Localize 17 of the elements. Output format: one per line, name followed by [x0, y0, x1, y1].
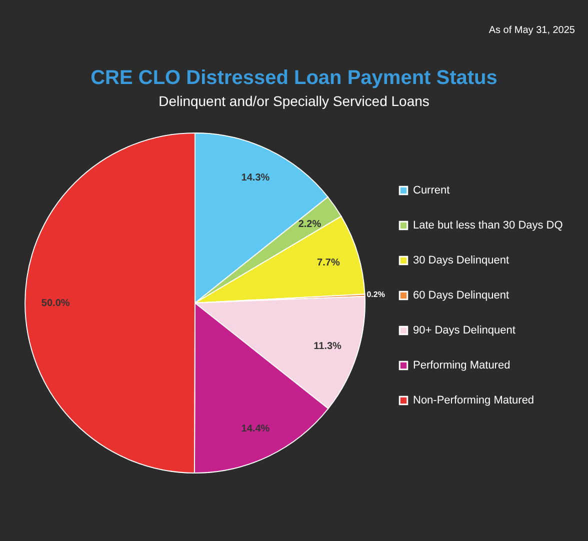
data-label: 14.4% — [241, 424, 270, 435]
legend-label: 90+ Days Delinquent — [413, 324, 516, 336]
text: As of May 31, 2025 — [488, 25, 576, 36]
legend-label: Current — [413, 184, 450, 196]
legend-label: 30 Days Delinquent — [413, 254, 510, 266]
data-label: 0.2% — [366, 290, 385, 299]
data-label: 14.3% — [241, 172, 270, 184]
data-label: 11.3% — [314, 341, 342, 352]
chart-title: CRE CLO Distressed Loan Payment Status — [90, 67, 498, 89]
data-label: 2.2% — [298, 218, 322, 230]
legend-label: Non-Performing Matured — [413, 394, 534, 406]
data-label: 7.7% — [317, 258, 340, 269]
legend-label: Late but less than 30 Days DQ — [413, 220, 564, 232]
legend-label: Performing Matured — [413, 360, 510, 372]
data-label: 50.0% — [41, 298, 70, 309]
legend-label: 60 Days Delinquent — [413, 290, 510, 302]
chart-subtitle: Delinquent and/or Specially Serviced Loans — [158, 93, 430, 109]
